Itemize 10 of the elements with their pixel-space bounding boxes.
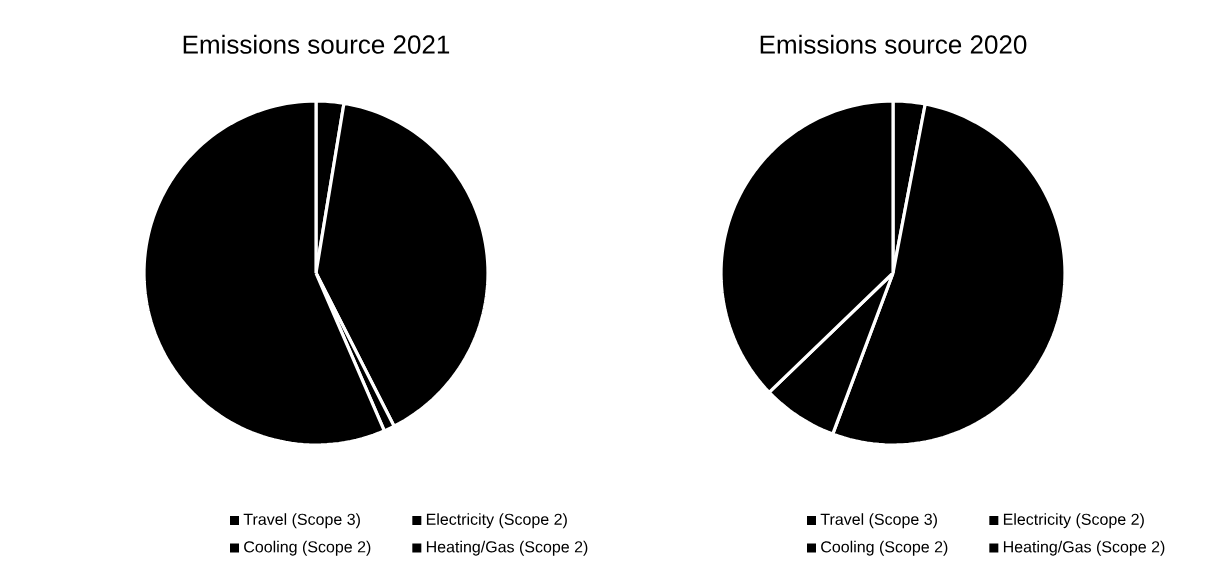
chart-title: Emissions source 2021 [183,34,450,54]
legend-label: Cooling (Scope 2) [244,540,371,556]
legend-label: Heating/Gas (Scope 2) [426,540,588,556]
legend-label: Electricity (Scope 2) [426,513,567,529]
legend-label: Cooling (Scope 2) [821,540,948,556]
chart-title: Emissions source 2020 [760,34,1027,54]
legend-label: Travel (Scope 3) [820,513,937,529]
legend-label: Electricity (Scope 2) [1003,513,1144,529]
legend-label: Heating/Gas (Scope 2) [1003,540,1165,556]
legend-label: Travel (Scope 3) [243,513,360,529]
